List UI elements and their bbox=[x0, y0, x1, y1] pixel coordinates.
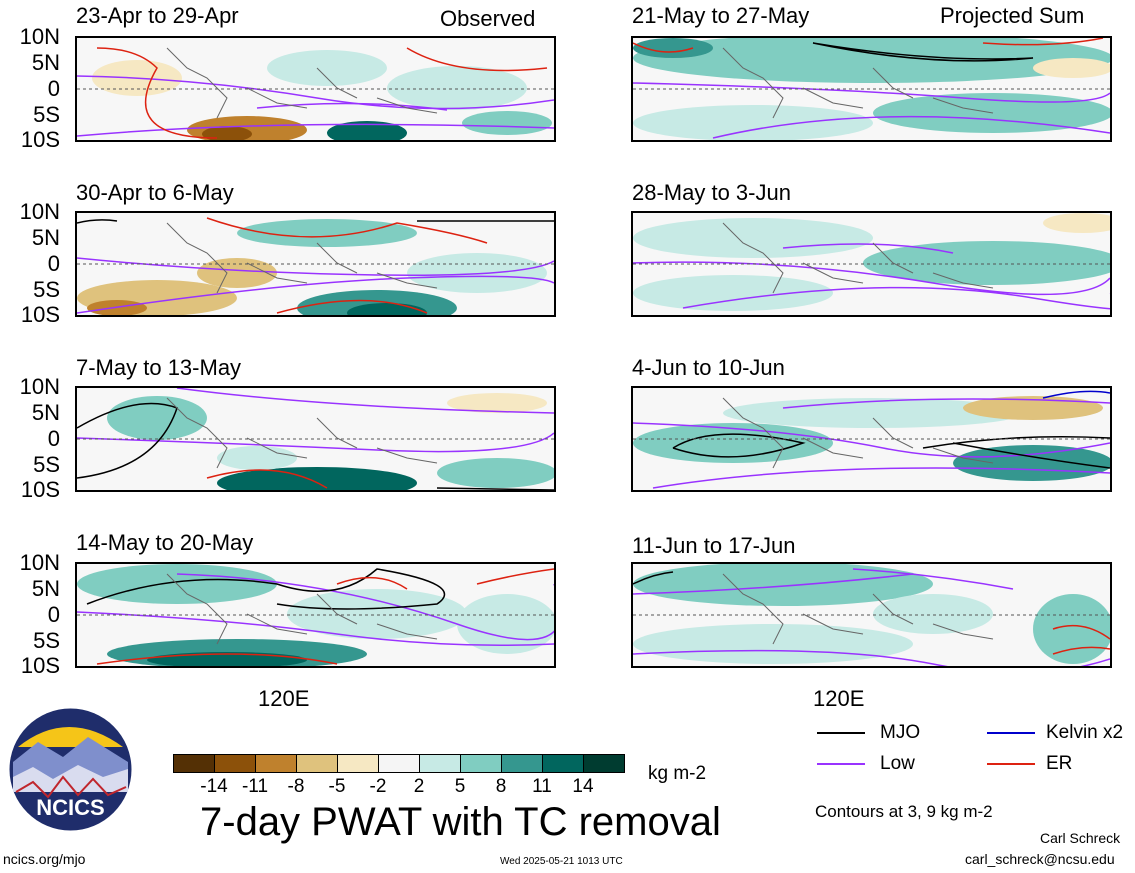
panel-title-3: 7-May to 13-May bbox=[76, 355, 242, 380]
er-line bbox=[987, 763, 1035, 765]
lat-10n: 10N bbox=[19, 374, 60, 399]
map-panel-8 bbox=[631, 562, 1112, 668]
map-panel-1 bbox=[75, 36, 556, 142]
author: Carl Schreck bbox=[1040, 830, 1121, 846]
map-panel-4 bbox=[75, 562, 556, 668]
lat-0: 0 bbox=[47, 251, 60, 276]
map-panel-6 bbox=[631, 211, 1112, 317]
lat-10s: 10S bbox=[20, 653, 60, 678]
logo-text: NCICS bbox=[36, 795, 104, 820]
lat-0: 0 bbox=[47, 76, 60, 101]
lat-5s: 5S bbox=[33, 277, 60, 302]
lat-10s: 10S bbox=[20, 127, 60, 152]
colorbar-swatch bbox=[583, 754, 625, 773]
lat-5n: 5N bbox=[31, 400, 60, 425]
kelvin-label: Kelvin x2 bbox=[1046, 722, 1124, 743]
email: carl_schreck@ncsu.edu bbox=[965, 851, 1115, 867]
panel-title-8: 11-Jun to 17-Jun bbox=[632, 533, 796, 558]
lat-5s: 5S bbox=[33, 452, 60, 477]
main-title: 7-day PWAT with TC removal bbox=[200, 800, 721, 844]
er-label: ER bbox=[1046, 753, 1073, 774]
map-panel-3 bbox=[75, 386, 556, 492]
map-panel-5 bbox=[631, 36, 1112, 142]
map-panel-7 bbox=[631, 386, 1112, 492]
observed-label: Observed bbox=[440, 6, 536, 31]
lat-5s: 5S bbox=[33, 628, 60, 653]
lat-0: 0 bbox=[47, 426, 60, 451]
lat-0: 0 bbox=[47, 602, 60, 627]
colorbar-tick-label: -14 bbox=[200, 776, 228, 797]
colorbar-swatch bbox=[419, 754, 461, 773]
colorbar-tick-label: 5 bbox=[454, 776, 466, 797]
low-label: Low bbox=[880, 753, 915, 774]
colorbar-tick-label: -11 bbox=[241, 776, 269, 797]
panel-title-6: 28-May to 3-Jun bbox=[632, 180, 791, 205]
colorbar-tick-label: 14 bbox=[572, 776, 594, 797]
panel-title-1: 23-Apr to 29-Apr bbox=[76, 3, 239, 28]
colorbar-tick-label: -8 bbox=[287, 776, 305, 797]
low-line bbox=[817, 763, 865, 765]
mjo-label: MJO bbox=[880, 722, 921, 743]
colorbar-swatch bbox=[255, 754, 297, 773]
colorbar-units: kg m-2 bbox=[648, 763, 707, 784]
colorbar-swatch bbox=[542, 754, 584, 773]
panel-title-7: 4-Jun to 10-Jun bbox=[632, 355, 785, 380]
colorbar-swatch bbox=[501, 754, 543, 773]
lat-5n: 5N bbox=[31, 576, 60, 601]
panel-title-4: 14-May to 20-May bbox=[76, 530, 254, 555]
colorbar-tick-label: -2 bbox=[369, 776, 387, 797]
lat-10s: 10S bbox=[20, 477, 60, 502]
panel-title-2: 30-Apr to 6-May bbox=[76, 180, 234, 205]
lon-label-right: 120E bbox=[813, 686, 865, 711]
colorbar-swatch bbox=[296, 754, 338, 773]
lat-10n: 10N bbox=[19, 24, 60, 49]
lat-5n: 5N bbox=[31, 50, 60, 75]
lat-10n: 10N bbox=[19, 199, 60, 224]
ncics-logo: NCICS bbox=[8, 707, 133, 832]
lat-5s: 5S bbox=[33, 102, 60, 127]
colorbar-swatch bbox=[337, 754, 379, 773]
lat-5n: 5N bbox=[31, 225, 60, 250]
lat-10n: 10N bbox=[19, 550, 60, 575]
colorbar-tick-label: 2 bbox=[413, 776, 425, 797]
projected-label: Projected Sum bbox=[940, 3, 1085, 28]
lat-10s: 10S bbox=[20, 302, 60, 327]
timestamp: Wed 2025-05-21 1013 UTC bbox=[500, 856, 623, 867]
panel-title-5: 21-May to 27-May bbox=[632, 3, 810, 28]
map-panel-2 bbox=[75, 211, 556, 317]
colorbar-swatch bbox=[460, 754, 502, 773]
lon-label-left: 120E bbox=[258, 686, 310, 711]
site-url: ncics.org/mjo bbox=[3, 851, 86, 867]
colorbar-tick-label: 8 bbox=[495, 776, 507, 797]
colorbar-swatch bbox=[378, 754, 420, 773]
colorbar-swatch bbox=[214, 754, 256, 773]
colorbar-tick-label: 11 bbox=[532, 776, 552, 797]
contours-note: Contours at 3, 9 kg m-2 bbox=[815, 802, 993, 821]
colorbar-tick-label: -5 bbox=[328, 776, 346, 797]
colorbar-swatch bbox=[173, 754, 215, 773]
mjo-line bbox=[817, 732, 865, 734]
kelvin-line bbox=[987, 732, 1035, 734]
